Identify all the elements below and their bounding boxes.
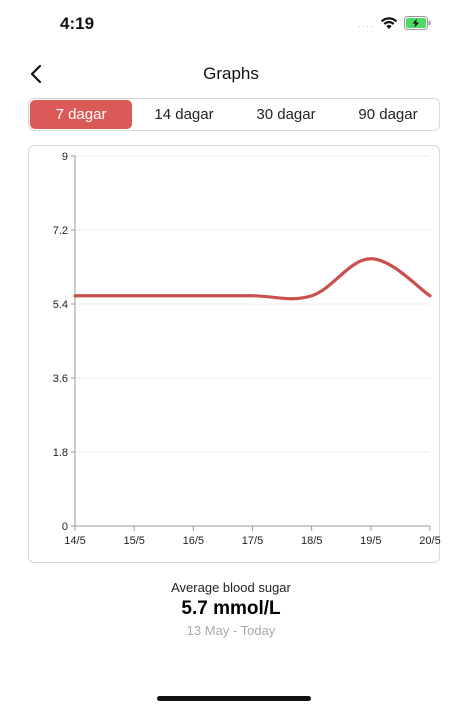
status-time: 4:19 [60,14,95,33]
segment-7-days[interactable]: 7 dagar [30,100,132,129]
range-segmented-control: 7 dagar 14 dagar 30 dagar 90 dagar [28,98,440,131]
signal-icon: ···· [358,20,374,31]
nav-bar: Graphs [0,56,462,92]
series-line [73,257,432,301]
page-title: Graphs [203,64,259,83]
y-tick-label: 1.8 [53,447,68,459]
y-tick-label: 9 [62,151,68,163]
home-indicator[interactable] [157,696,311,701]
x-tick-label: 20/5 [419,535,440,547]
battery-charging-icon [404,16,432,35]
x-tick-label: 18/5 [301,535,322,547]
x-tick-label: 17/5 [242,535,263,547]
y-tick-label: 3.6 [53,373,68,385]
summary-label: Average blood sugar [171,580,291,595]
segment-90-days[interactable]: 90 dagar [358,106,418,123]
x-tick-label: 16/5 [183,535,204,547]
summary-value: 5.7 mmol/L [181,598,281,619]
x-tick-label: 14/5 [64,535,85,547]
chevron-left-icon [30,64,42,84]
back-button[interactable] [22,60,50,88]
blood-sugar-chart: 0 1.8 3.6 5.4 7.2 9 14/5 15/5 16/5 17/5 18/5 19/5 20… [53,151,441,547]
x-tick-label: 19/5 [360,535,381,547]
segment-14-days[interactable]: 14 dagar [154,106,214,123]
chart-card: 0 1.8 3.6 5.4 7.2 9 14/5 15/5 16/5 17/5 18/5 19/5 20… [28,145,441,563]
segment-30-days[interactable]: 30 dagar [256,106,316,123]
summary-range: 13 May - Today [186,623,276,638]
y-tick-label: 5.4 [53,299,68,311]
status-icons: ···· [358,16,432,35]
y-tick-label: 0 [62,521,68,533]
x-tick-label: 15/5 [123,535,144,547]
wifi-icon [380,16,398,35]
status-bar: 4:19 ···· [0,0,462,46]
summary: Average blood sugar 5.7 mmol/L 13 May - … [0,580,462,638]
y-tick-label: 7.2 [53,225,68,237]
